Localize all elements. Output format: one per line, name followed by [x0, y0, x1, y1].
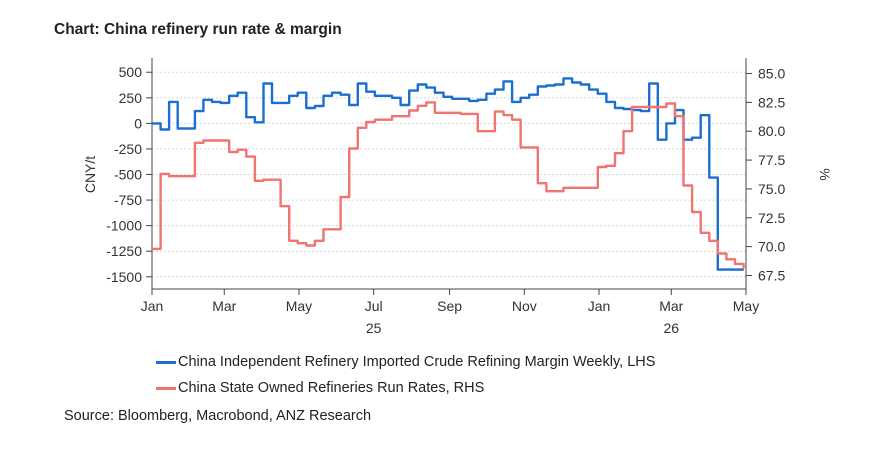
- right-tick-label: 72.5: [758, 210, 785, 226]
- source-note: Source: Bloomberg, Macrobond, ANZ Resear…: [64, 408, 372, 424]
- x-tick-label: Nov: [512, 298, 537, 314]
- legend-swatch-runrate: [156, 386, 176, 390]
- x-tick-label: Mar: [212, 298, 236, 314]
- left-tick-label: -500: [114, 167, 142, 183]
- left-tick-label: -250: [114, 141, 142, 157]
- left-tick-label: 500: [119, 64, 143, 80]
- x-tick-label: Jan: [588, 298, 611, 314]
- right-tick-label: 77.5: [758, 152, 785, 168]
- left-tick-label: -1250: [106, 243, 142, 259]
- right-tick-label: 67.5: [758, 267, 785, 283]
- series-line-runrate: [152, 101, 745, 270]
- x-tick-label: Jan: [141, 298, 164, 314]
- left-tick-label: 0: [134, 115, 142, 131]
- right-tick-label: 80.0: [758, 123, 785, 139]
- right-tick-label: 85.0: [758, 66, 785, 82]
- series-layer: [152, 77, 745, 271]
- x-tick-label: Jul: [365, 298, 383, 314]
- left-tick-label: -1000: [106, 218, 142, 234]
- x-tick-label: May: [286, 298, 312, 314]
- right-tick-label: 82.5: [758, 94, 785, 110]
- x-year-label: 25: [366, 320, 382, 336]
- y-axis-title-right: %: [817, 168, 833, 180]
- x-tick-label: Mar: [659, 298, 683, 314]
- right-tick-label: 70.0: [758, 239, 785, 255]
- x-tick-label: May: [733, 298, 759, 314]
- legend-label-margin: China Independent Refinery Imported Crud…: [178, 354, 656, 370]
- right-tick-label: 75.0: [758, 181, 785, 197]
- legend-item-margin: China Independent Refinery Imported Crud…: [156, 349, 655, 375]
- left-tick-label: -1500: [106, 269, 142, 285]
- series-line-margin: [152, 77, 745, 271]
- left-tick-label: 250: [119, 90, 143, 106]
- legend: China Independent Refinery Imported Crud…: [156, 349, 655, 401]
- chart-title: Chart: China refinery run rate & margin: [54, 21, 342, 38]
- axis-layer: [146, 58, 752, 295]
- legend-label-runrate: China State Owned Refineries Run Rates, …: [178, 380, 485, 396]
- legend-item-runrate: China State Owned Refineries Run Rates, …: [156, 375, 655, 401]
- x-tick-label: Sep: [437, 298, 462, 314]
- x-year-label: 26: [664, 320, 680, 336]
- legend-swatch-margin: [156, 360, 176, 364]
- label-layer: 500 250 0 -250 -500 -750 -1000 -1250 -1500 85.0 82…: [82, 64, 833, 336]
- left-tick-label: -750: [114, 192, 142, 208]
- y-axis-title-left: CNY/t: [82, 156, 98, 193]
